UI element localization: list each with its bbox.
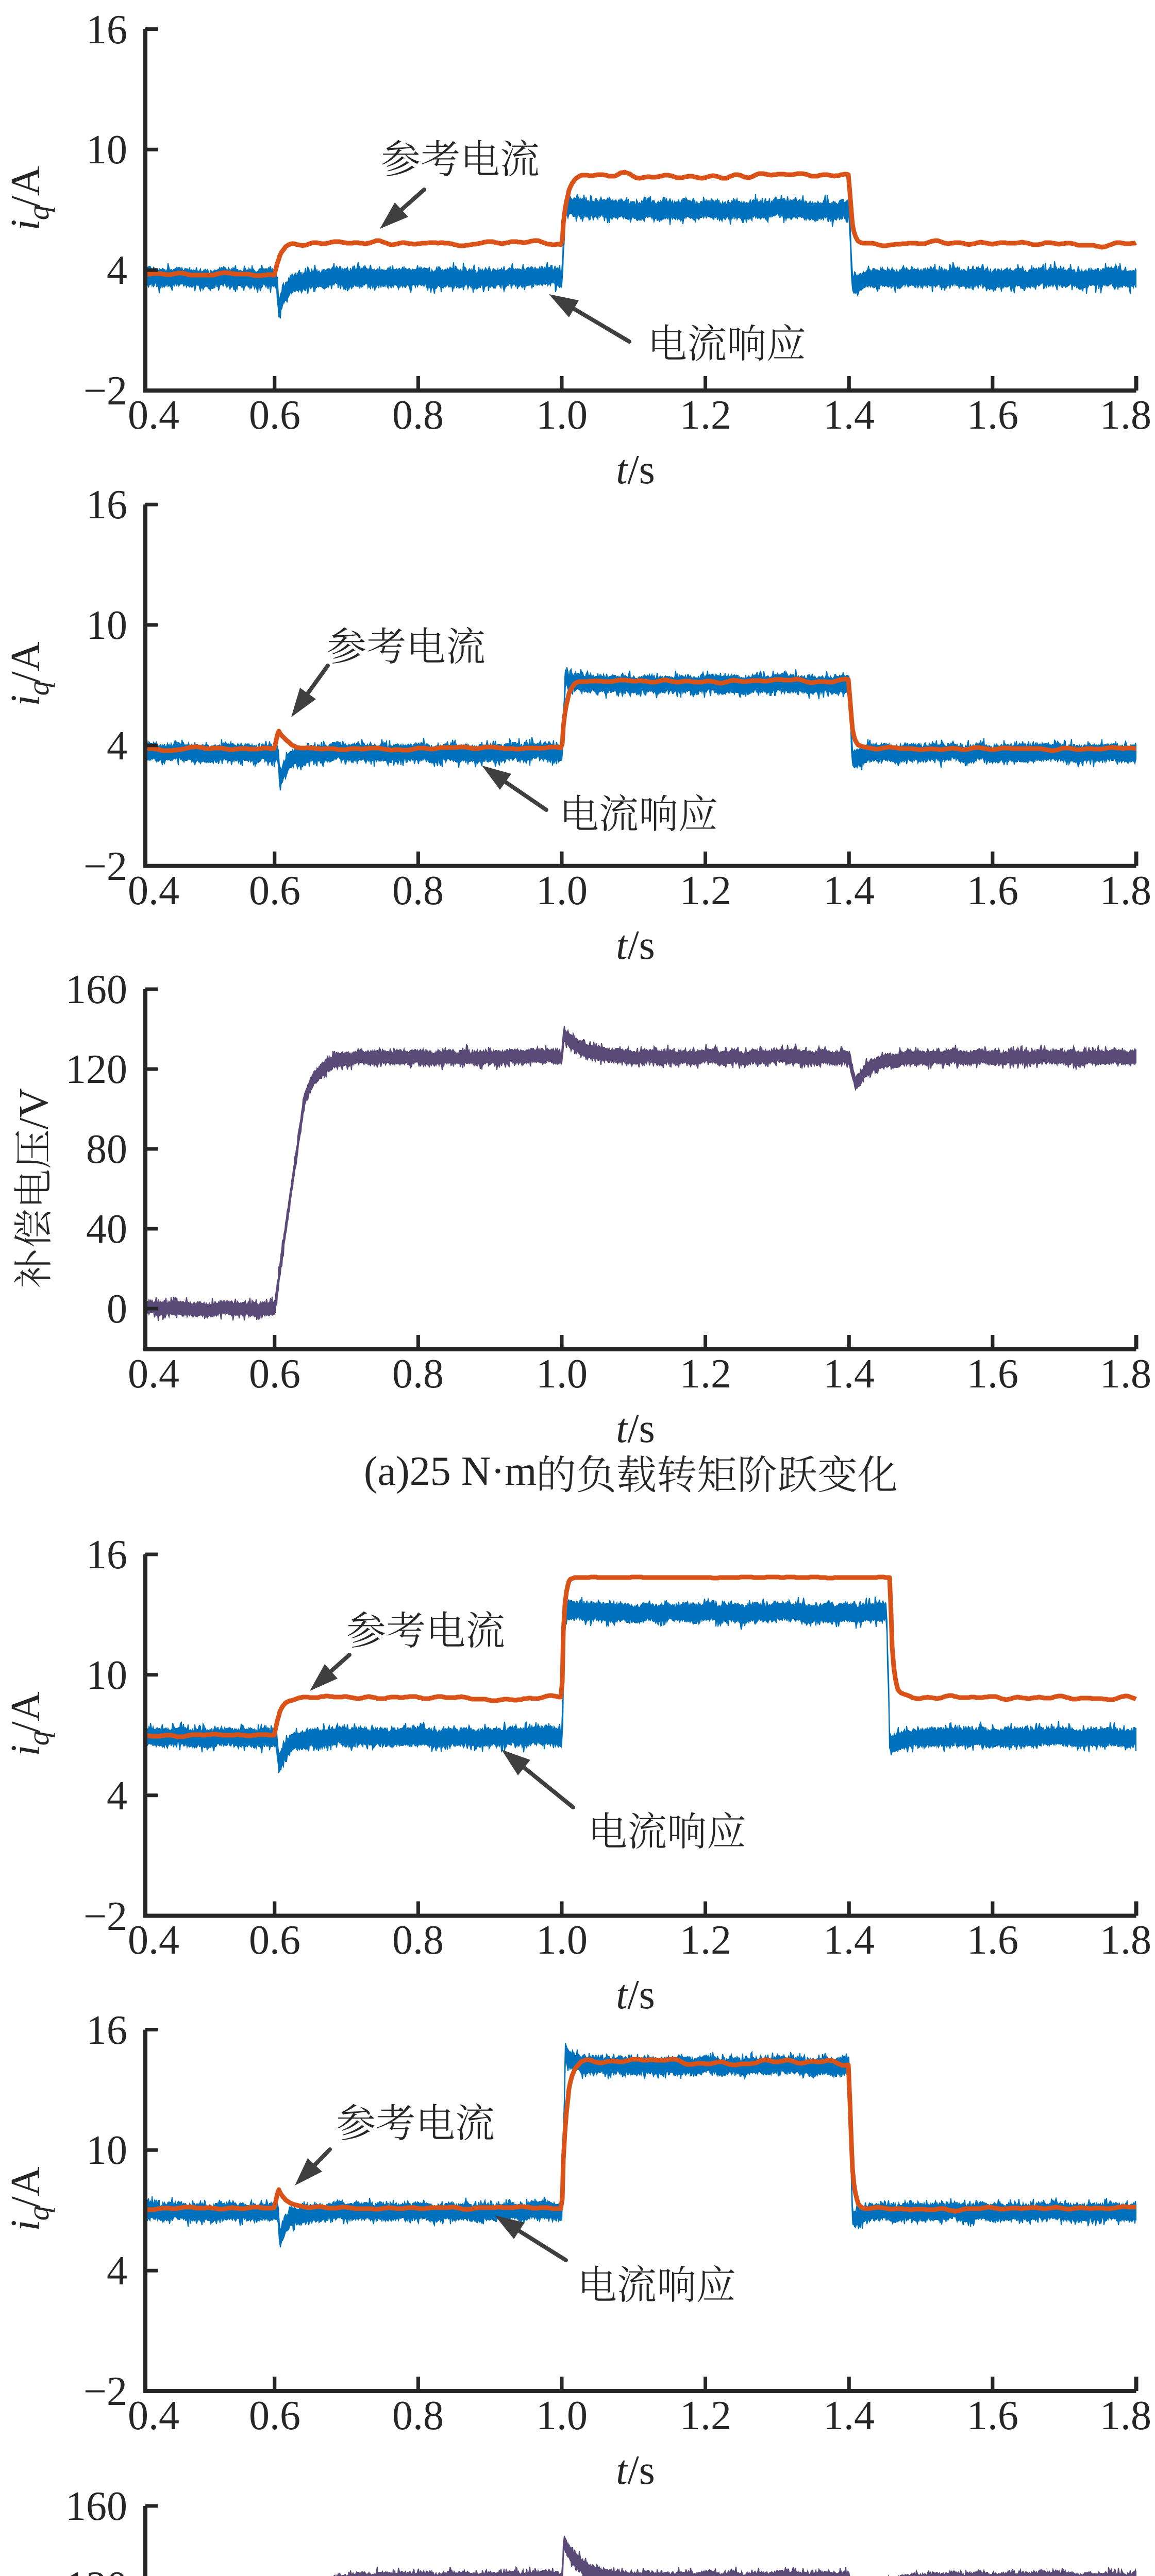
svg-text:t/s: t/s [616, 923, 655, 968]
svg-text:1.4: 1.4 [823, 393, 875, 438]
svg-text:1.2: 1.2 [680, 393, 731, 438]
svg-text:4: 4 [107, 248, 127, 293]
svg-text:1.2: 1.2 [680, 1918, 731, 1963]
svg-text:1.0: 1.0 [536, 393, 588, 438]
svg-text:−2: −2 [83, 1894, 127, 1939]
svg-text:0.8: 0.8 [392, 1918, 444, 1963]
svg-text:0.4: 0.4 [128, 868, 179, 913]
svg-text:10: 10 [86, 2128, 127, 2173]
svg-text:1.2: 1.2 [680, 2393, 731, 2438]
svg-text:0.8: 0.8 [392, 868, 444, 913]
svg-text:1.8: 1.8 [1100, 1351, 1151, 1397]
svg-text:1.6: 1.6 [967, 1351, 1018, 1397]
svg-text:1.0: 1.0 [536, 1351, 588, 1397]
svg-text:0.8: 0.8 [392, 1351, 444, 1397]
svg-text:1.4: 1.4 [823, 2393, 875, 2438]
svg-text:1.8: 1.8 [1100, 868, 1151, 913]
svg-text:0.6: 0.6 [249, 1918, 300, 1963]
svg-text:16: 16 [86, 7, 127, 53]
svg-text:0.6: 0.6 [249, 1351, 300, 1397]
svg-text:10: 10 [86, 127, 127, 173]
svg-text:10: 10 [86, 603, 127, 648]
svg-text:0.4: 0.4 [128, 393, 179, 438]
svg-text:(a)25 N·m: (a)25 N·m [364, 1449, 537, 1494]
svg-text:1.8: 1.8 [1100, 1918, 1151, 1963]
svg-text:0.4: 0.4 [128, 1918, 179, 1963]
svg-text:0.8: 0.8 [392, 393, 444, 438]
svg-text:1.6: 1.6 [967, 2393, 1018, 2438]
svg-text:4: 4 [107, 1773, 127, 1819]
svg-text:iq/A: iq/A [3, 641, 55, 706]
svg-text:4: 4 [107, 2248, 127, 2294]
svg-text:iq/A: iq/A [3, 1691, 55, 1756]
svg-text:t/s: t/s [616, 447, 655, 493]
svg-text:0.6: 0.6 [249, 2393, 300, 2438]
svg-text:1.0: 1.0 [536, 868, 588, 913]
svg-text:0.4: 0.4 [128, 2393, 179, 2438]
svg-text:1.8: 1.8 [1100, 393, 1151, 438]
svg-text:1.0: 1.0 [536, 1918, 588, 1963]
svg-text:0.4: 0.4 [128, 1351, 179, 1397]
svg-text:120: 120 [65, 1047, 127, 1092]
svg-text:16: 16 [86, 482, 127, 528]
svg-text:−2: −2 [83, 2369, 127, 2414]
svg-text:−2: −2 [83, 844, 127, 889]
svg-text:80: 80 [86, 1127, 127, 1172]
svg-text:0.6: 0.6 [249, 393, 300, 438]
svg-text:0.6: 0.6 [249, 868, 300, 913]
svg-text:40: 40 [86, 1207, 127, 1252]
svg-text:4: 4 [107, 723, 127, 769]
svg-text:1.0: 1.0 [536, 2393, 588, 2438]
svg-text:160: 160 [65, 2484, 127, 2529]
svg-text:160: 160 [65, 967, 127, 1012]
svg-text:1.4: 1.4 [823, 1351, 875, 1397]
svg-text:t/s: t/s [616, 2448, 655, 2493]
svg-text:1.6: 1.6 [967, 1918, 1018, 1963]
svg-text:16: 16 [86, 1532, 127, 1578]
svg-text:−2: −2 [83, 368, 127, 414]
svg-text:0: 0 [107, 1286, 127, 1332]
svg-text:iq/A: iq/A [3, 166, 55, 230]
svg-text:16: 16 [86, 2008, 127, 2053]
svg-text:1.4: 1.4 [823, 868, 875, 913]
svg-text:iq/A: iq/A [3, 2166, 55, 2231]
svg-text:1.6: 1.6 [967, 393, 1018, 438]
svg-text:1.8: 1.8 [1100, 2393, 1151, 2438]
svg-text:10: 10 [86, 1653, 127, 1698]
svg-text:120: 120 [65, 2564, 127, 2576]
svg-text:1.6: 1.6 [967, 868, 1018, 913]
svg-text:t/s: t/s [616, 1406, 655, 1451]
svg-text:1.2: 1.2 [680, 1351, 731, 1397]
svg-text:/V: /V [11, 1088, 57, 1129]
svg-text:0.8: 0.8 [392, 2393, 444, 2438]
svg-text:t/s: t/s [616, 1972, 655, 2018]
svg-text:1.2: 1.2 [680, 868, 731, 913]
svg-text:1.4: 1.4 [823, 1918, 875, 1963]
